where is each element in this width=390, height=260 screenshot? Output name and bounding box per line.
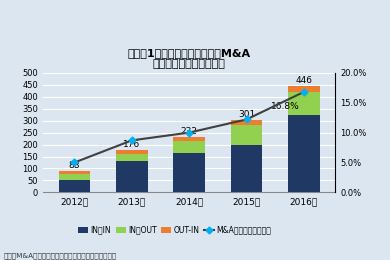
Bar: [116, 154, 147, 161]
Bar: [288, 115, 320, 192]
Text: 232: 232: [181, 127, 198, 136]
M&A全体に占める割合: [129, 139, 134, 142]
Text: 176: 176: [123, 140, 140, 149]
M&A全体に占める割合: [187, 131, 191, 134]
M&A全体に占める割合: [72, 161, 77, 164]
Bar: [58, 171, 90, 174]
Bar: [174, 141, 205, 153]
M&A全体に占める割合: [244, 118, 249, 121]
Title: 【図表1】ベンチャー企業へのM&A
マーケット別件数の推移: 【図表1】ベンチャー企業へのM&A マーケット別件数の推移: [128, 48, 251, 69]
Bar: [58, 180, 90, 192]
Bar: [231, 145, 262, 192]
Text: 88: 88: [69, 161, 80, 170]
Text: 301: 301: [238, 110, 255, 119]
Bar: [174, 137, 205, 141]
Bar: [116, 161, 147, 192]
M&A全体に占める割合: [301, 90, 306, 94]
Bar: [116, 150, 147, 154]
Bar: [231, 120, 262, 125]
Bar: [288, 86, 320, 92]
Line: M&A全体に占める割合: M&A全体に占める割合: [72, 89, 306, 165]
Bar: [231, 125, 262, 145]
Text: レコフM&Aデータベース（㈱レコフデータ）より作成: レコフM&Aデータベース（㈱レコフデータ）より作成: [4, 252, 117, 259]
Text: 16.8%: 16.8%: [271, 102, 299, 111]
Bar: [288, 92, 320, 115]
Text: 446: 446: [295, 75, 312, 84]
Bar: [58, 174, 90, 180]
Legend: IN－IN, IN－OUT, OUT-IN, M&A全体に占める割合: IN－IN, IN－OUT, OUT-IN, M&A全体に占める割合: [75, 223, 274, 238]
Bar: [174, 153, 205, 192]
